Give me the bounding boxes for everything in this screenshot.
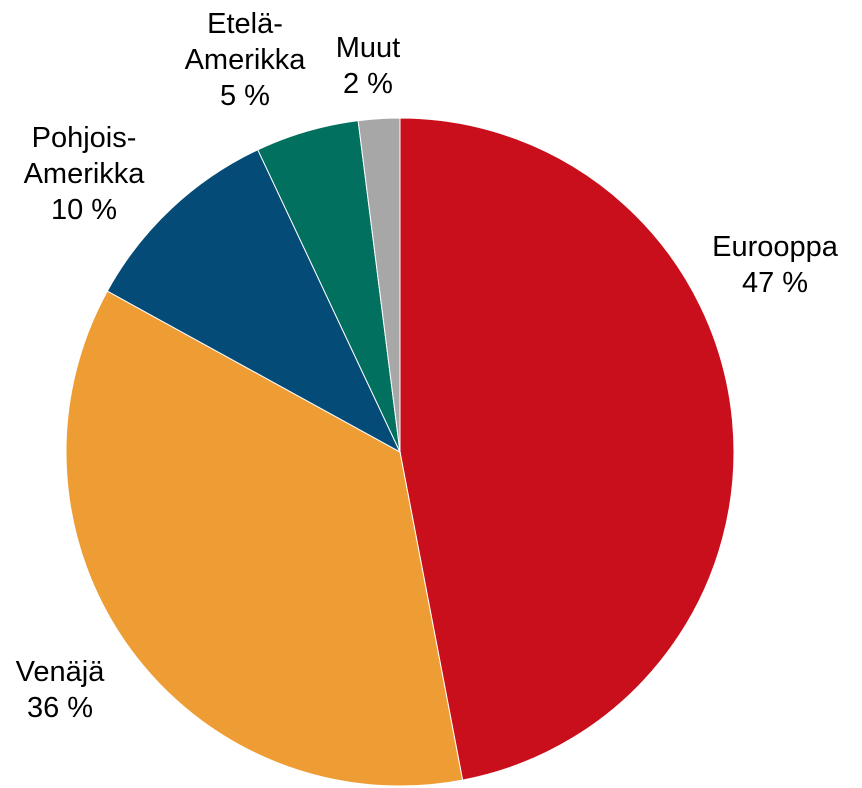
slice-label-eurooppa: Eurooppa 47 % xyxy=(712,231,839,299)
slice-name-label: Etelä- xyxy=(207,8,283,40)
pie-slice-venaja xyxy=(65,290,464,787)
pie-slice-pohjois-amerikka xyxy=(106,149,402,454)
pie-slice-eurooppa xyxy=(399,117,735,781)
slice-label-etela-amerikka: Etelä- Amerikka 5 % xyxy=(185,8,307,112)
slice-name-label: Venäjä xyxy=(16,656,106,688)
slice-value-label: 47 % xyxy=(742,267,808,299)
slice-name-label: Eurooppa xyxy=(712,231,839,263)
slice-label-pohjois-amerikka: Pohjois- Amerikka 10 % xyxy=(24,122,146,226)
slice-value-label: 36 % xyxy=(27,692,93,724)
slice-value-label: 2 % xyxy=(343,68,393,100)
slice-label-muut: Muut 2 % xyxy=(336,32,400,100)
slice-name-label: Muut xyxy=(336,32,400,64)
slice-name-label: Pohjois- xyxy=(32,122,137,154)
slice-value-label: 10 % xyxy=(51,194,117,226)
pie-slice-muut xyxy=(357,117,401,453)
slice-name-label: Amerikka xyxy=(24,158,146,190)
slice-name-label: Amerikka xyxy=(185,44,307,76)
slice-value-label: 5 % xyxy=(220,80,270,112)
pie-labels: Eurooppa 47 % Venäjä 36 % Pohjois- Amerikka 10… xyxy=(16,8,839,724)
pie-slices xyxy=(65,117,735,787)
slice-label-venaja: Venäjä 36 % xyxy=(16,656,106,724)
